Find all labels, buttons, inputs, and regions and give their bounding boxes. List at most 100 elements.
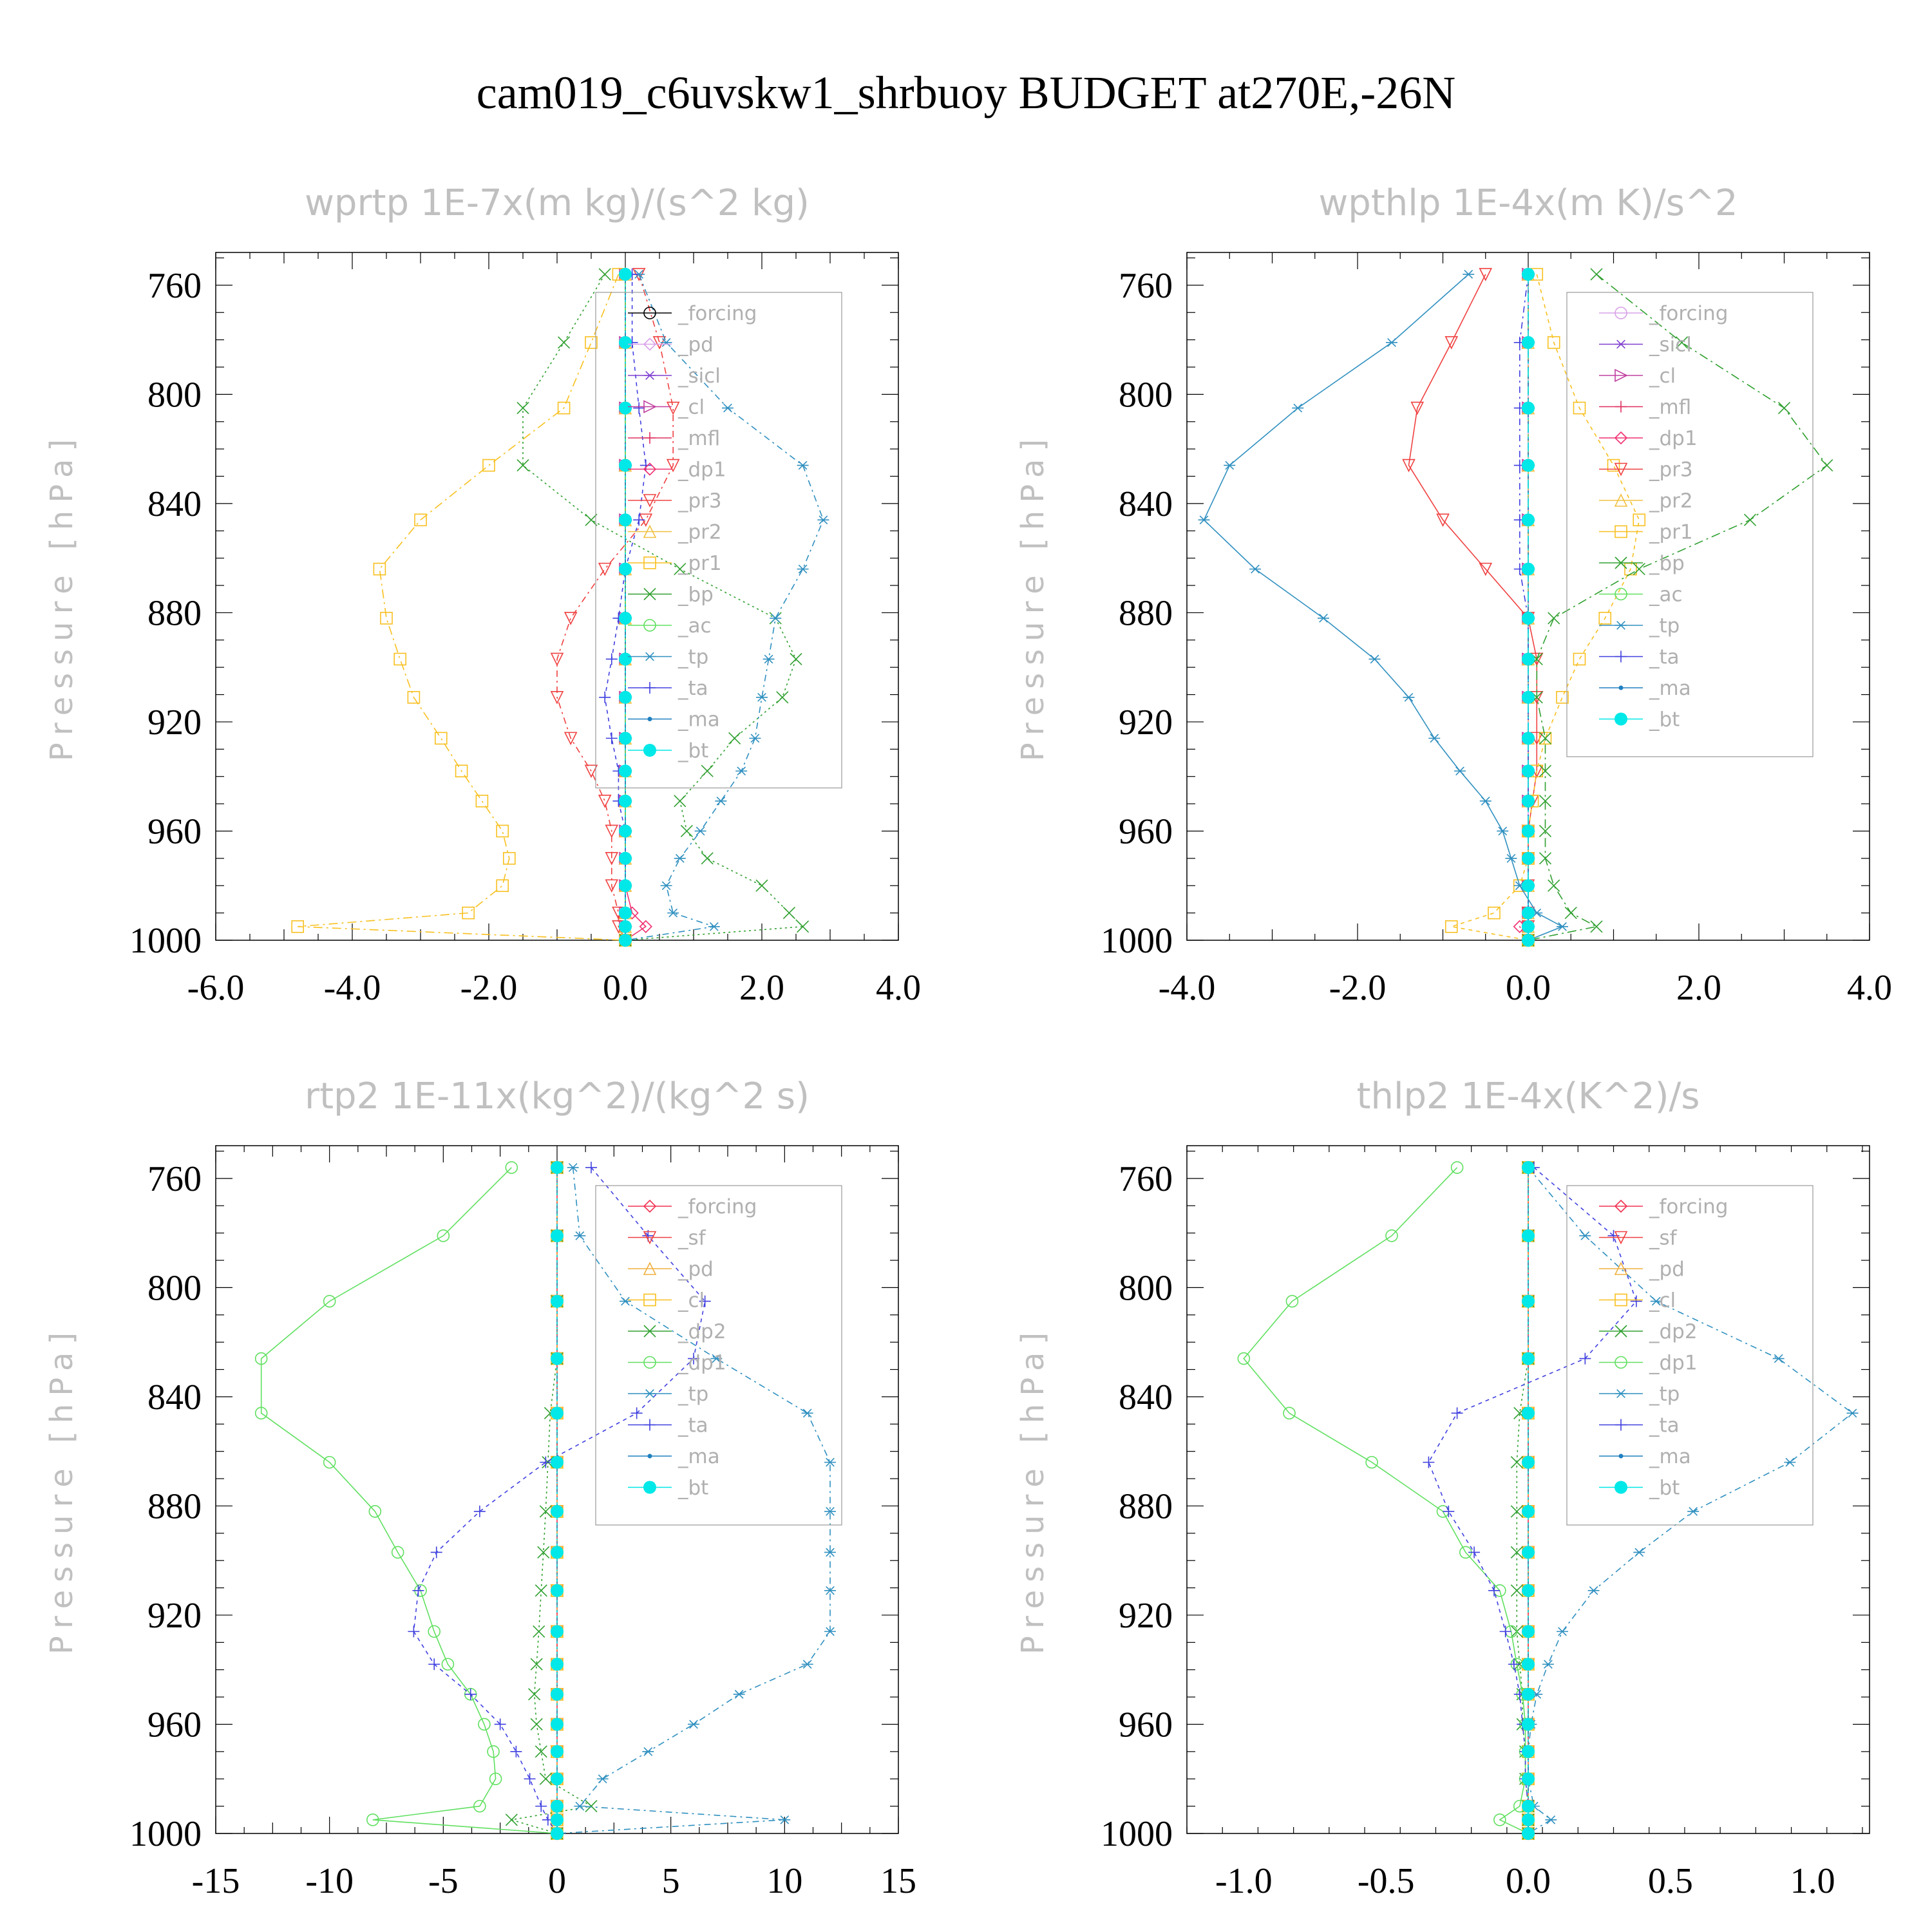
legend-item-dp2: _dp2 <box>1599 1320 1698 1343</box>
data-point <box>441 1658 455 1671</box>
series-tp <box>1522 1163 1859 1838</box>
data-point <box>1539 764 1552 777</box>
data-point <box>551 1625 564 1638</box>
data-point <box>824 1457 836 1467</box>
data-point <box>1522 1745 1535 1758</box>
data-point <box>535 1584 547 1597</box>
series-line <box>1519 274 1529 941</box>
data-point <box>368 1505 382 1518</box>
legend-label: _ac <box>677 614 712 638</box>
data-point <box>1590 268 1603 281</box>
legend-marker <box>643 400 657 413</box>
legend-item-sicl: _sicl <box>1599 334 1692 357</box>
data-point <box>1497 826 1509 836</box>
legend-item-tp: _tp <box>628 1383 708 1406</box>
y-tick-label: 800 <box>1119 1268 1173 1308</box>
legend-item-ta: _ta <box>628 677 708 700</box>
legend-marker <box>1615 712 1627 726</box>
x-tick-label: 0.0 <box>1506 968 1551 1008</box>
data-point <box>1522 1584 1535 1597</box>
x-tick-label: -0.5 <box>1358 1861 1415 1901</box>
data-point <box>1386 337 1397 347</box>
x-tick-label: -6.0 <box>187 968 245 1008</box>
data-point <box>489 1772 502 1786</box>
data-point <box>619 879 632 893</box>
legend-label: _pd <box>677 1258 714 1281</box>
legend-marker <box>643 1481 656 1494</box>
data-point <box>1522 920 1535 933</box>
legend-marker <box>1618 685 1624 690</box>
data-point <box>391 1546 404 1559</box>
data-point <box>574 1801 586 1811</box>
data-point <box>667 908 679 918</box>
data-point <box>1579 1231 1591 1240</box>
series-line <box>1519 274 1529 940</box>
data-point <box>1522 611 1535 625</box>
chart-panel-4: thlp2 1E-4x(K^2)/s Pressure [hPa] 760 800 84… <box>1015 1075 1870 1901</box>
data-point <box>642 1747 654 1756</box>
data-point <box>797 564 809 574</box>
data-point <box>539 1772 552 1785</box>
data-point <box>756 692 768 702</box>
series-line <box>260 1167 558 1834</box>
legend-label: _bt <box>677 1477 708 1500</box>
data-point <box>1573 401 1586 415</box>
data-point <box>801 1408 813 1418</box>
data-point <box>755 879 768 892</box>
legend-label: _bt <box>677 739 708 762</box>
y-tick-label: 1000 <box>129 1814 202 1854</box>
data-point <box>1522 732 1535 745</box>
data-point <box>528 1688 541 1701</box>
data-point <box>1522 336 1535 349</box>
data-point <box>619 459 632 472</box>
data-point <box>666 401 680 415</box>
data-point <box>701 852 714 865</box>
data-point <box>1522 851 1535 865</box>
x-tick-label: 1.0 <box>1790 1861 1835 1901</box>
data-point <box>530 1658 543 1671</box>
y-tick-label: 920 <box>1119 703 1173 743</box>
data-point <box>473 1799 486 1813</box>
legend-label: _pr2 <box>1649 489 1693 513</box>
y-tick-label: 1000 <box>1101 1814 1173 1854</box>
data-point <box>630 1407 643 1419</box>
legend-marker <box>644 1389 656 1398</box>
legend-marker <box>1615 401 1627 413</box>
legend-box <box>1566 1185 1814 1526</box>
data-point <box>749 734 761 743</box>
data-point <box>1522 1546 1535 1559</box>
series-line <box>1516 1167 1529 1833</box>
series-line <box>1451 274 1640 941</box>
legend-box <box>595 292 842 789</box>
data-point <box>551 1827 564 1840</box>
chart-panel-2: wpthlp 1E-4x(m K)/s^2 Pressure [hPa] 760 80… <box>1015 182 1892 1008</box>
data-point <box>1423 1456 1435 1468</box>
y-tick-label: 840 <box>147 484 202 524</box>
y-tick-label: 840 <box>147 1378 202 1417</box>
y-tick-label: 840 <box>1119 484 1173 524</box>
legend-label: _dp1 <box>677 1352 726 1375</box>
legend-label: _dp1 <box>1649 1352 1698 1375</box>
figure-title: cam019_c6uvskw1_shrbuoy BUDGET at270E,-2… <box>477 67 1455 118</box>
data-point <box>674 563 687 576</box>
data-point <box>620 1296 631 1306</box>
data-point <box>1285 1294 1299 1308</box>
data-point <box>437 1229 450 1242</box>
data-point <box>1522 1813 1535 1826</box>
legend-item-forcing: _forcing <box>628 1195 757 1218</box>
legend-item-ta: _ta <box>628 1414 708 1437</box>
legend-item-forcing: _forcing <box>628 302 757 325</box>
legend-label: _forcing <box>1649 1195 1728 1218</box>
series-tp <box>1198 270 1568 945</box>
data-point <box>817 515 829 525</box>
data-point <box>585 1800 598 1813</box>
legend-marker <box>1615 621 1627 630</box>
legend-label: _dp2 <box>677 1320 726 1343</box>
y-tick-label: 760 <box>147 1159 202 1199</box>
series-line <box>1528 1167 1853 1834</box>
series-bp <box>516 268 810 947</box>
data-point <box>1402 459 1416 473</box>
legend-item-dp1: _dp1 <box>628 1352 726 1375</box>
data-point <box>688 1352 699 1365</box>
data-point <box>1451 1407 1463 1419</box>
